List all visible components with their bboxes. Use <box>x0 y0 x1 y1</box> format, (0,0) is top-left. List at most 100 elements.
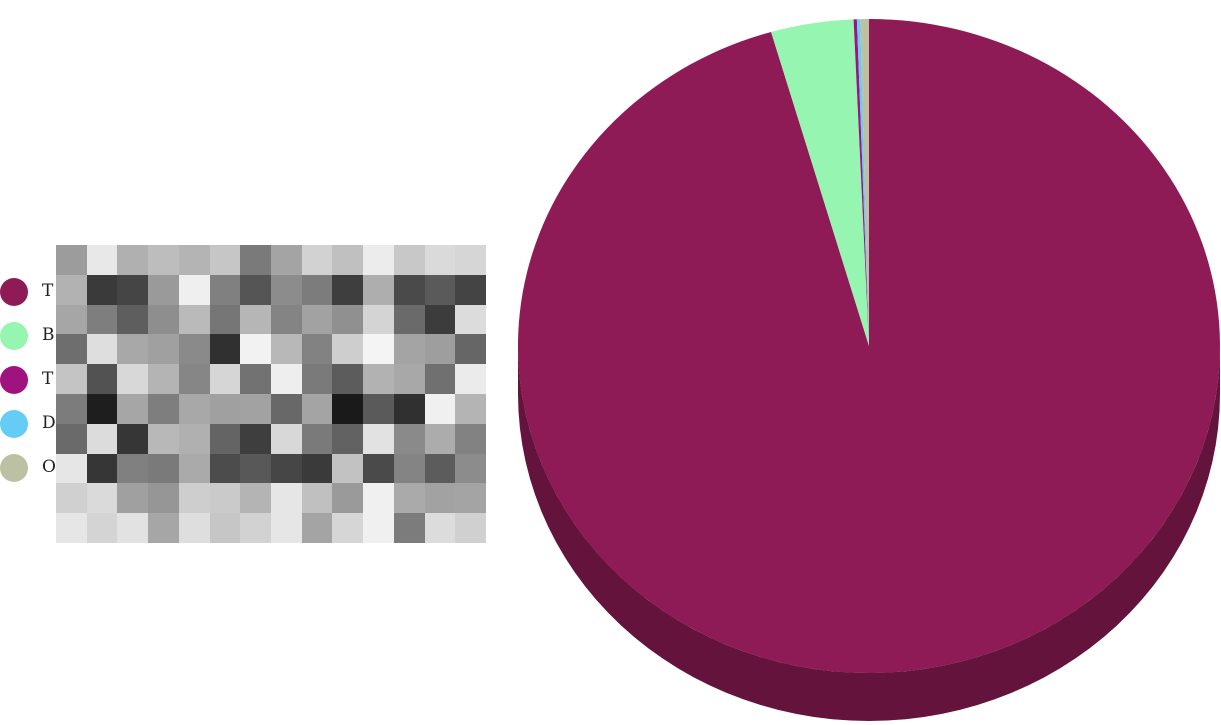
mosaic-cell <box>363 513 394 543</box>
legend-item: T <box>0 271 60 315</box>
pie-slice <box>856 19 869 346</box>
mosaic-cell <box>56 513 87 543</box>
mosaic-cell <box>332 364 364 394</box>
mosaic-cell <box>178 483 210 514</box>
mosaic-cell <box>301 513 333 543</box>
mosaic-cell <box>363 393 394 424</box>
mosaic-cell <box>455 483 486 514</box>
mosaic-cell <box>148 393 179 424</box>
mosaic-cell <box>209 274 241 305</box>
mosaic-cell <box>270 245 302 275</box>
mosaic-cell <box>240 453 271 484</box>
legend-label: B <box>42 325 55 345</box>
legend-item: B <box>0 315 60 359</box>
mosaic-cell <box>117 513 149 543</box>
mosaic-cell <box>270 453 302 484</box>
mosaic-cell <box>424 274 456 305</box>
mosaic-cell <box>56 274 87 305</box>
mosaic-cell <box>86 453 118 484</box>
mosaic-cell <box>178 334 210 365</box>
mosaic-cell <box>148 513 179 543</box>
mosaic-cell <box>393 304 425 335</box>
mosaic-cell <box>363 483 394 514</box>
mosaic-cell <box>455 274 486 305</box>
mosaic-cell <box>424 453 456 484</box>
mosaic-cell <box>393 364 425 394</box>
mosaic-cell <box>424 423 456 454</box>
mosaic-cell <box>86 513 118 543</box>
mosaic-cell <box>178 423 210 454</box>
mosaic-cell <box>270 304 302 335</box>
pie-slice <box>771 19 869 346</box>
mosaic-cell <box>56 334 87 365</box>
mosaic-cell <box>455 334 486 365</box>
mosaic-cell <box>363 334 394 365</box>
mosaic-cell <box>424 304 456 335</box>
mosaic-cell <box>240 274 271 305</box>
mosaic-cell <box>270 393 302 424</box>
mosaic-cell <box>178 453 210 484</box>
mosaic-cell <box>332 274 364 305</box>
legend-label: O <box>42 457 56 477</box>
mosaic-cell <box>56 304 87 335</box>
mosaic-cell <box>455 453 486 484</box>
mosaic-cell <box>240 334 271 365</box>
mosaic-cell <box>332 453 364 484</box>
mosaic-cell <box>56 423 87 454</box>
mosaic-cell <box>148 483 179 514</box>
mosaic-cell <box>455 245 486 275</box>
mosaic-cell <box>148 453 179 484</box>
mosaic-cell <box>148 274 179 305</box>
mosaic-cell <box>363 304 394 335</box>
mosaic-cell <box>332 423 364 454</box>
mosaic-cell <box>363 423 394 454</box>
mosaic-cell <box>424 483 456 514</box>
mosaic-cell <box>86 334 118 365</box>
mosaic-cell <box>56 393 87 424</box>
mosaic-cell <box>393 423 425 454</box>
mosaic-cell <box>117 423 149 454</box>
mosaic-cell <box>56 453 87 484</box>
mosaic-cell <box>301 245 333 275</box>
mosaic-cell <box>270 423 302 454</box>
legend-swatch <box>0 454 28 482</box>
mosaic-cell <box>240 245 271 275</box>
mosaic-cell <box>393 483 425 514</box>
legend-swatch <box>0 410 28 438</box>
mosaic-cell <box>117 393 149 424</box>
mosaic-cell <box>393 334 425 365</box>
mosaic-cell <box>178 304 210 335</box>
mosaic-cell <box>301 423 333 454</box>
mosaic-cell <box>117 304 149 335</box>
mosaic-cell <box>86 423 118 454</box>
mosaic-cell <box>332 513 364 543</box>
mosaic-cell <box>56 245 87 275</box>
mosaic-cell <box>209 393 241 424</box>
pie-slice <box>853 19 869 346</box>
mosaic-cell <box>209 453 241 484</box>
mosaic-cell <box>240 423 271 454</box>
mosaic-cell <box>270 364 302 394</box>
pie-slice <box>517 19 1220 674</box>
mosaic-cell <box>148 245 179 275</box>
mosaic-cell <box>86 274 118 305</box>
legend-label: T <box>42 369 54 389</box>
mosaic-cell <box>301 393 333 424</box>
mosaic-cell <box>209 245 241 275</box>
mosaic-cell <box>393 453 425 484</box>
mosaic-cell <box>393 393 425 424</box>
mosaic-cell <box>363 364 394 394</box>
mosaic-cell <box>301 364 333 394</box>
mosaic-cell <box>455 513 486 543</box>
legend: T B T D O <box>0 271 60 491</box>
mosaic-cell <box>178 274 210 305</box>
mosaic-cell <box>148 364 179 394</box>
redaction-mosaic <box>56 245 486 543</box>
legend-item: D <box>0 403 60 447</box>
mosaic-cell <box>240 483 271 514</box>
mosaic-cell <box>56 364 87 394</box>
mosaic-cell <box>240 393 271 424</box>
mosaic-cell <box>148 334 179 365</box>
legend-label: T <box>42 281 54 301</box>
